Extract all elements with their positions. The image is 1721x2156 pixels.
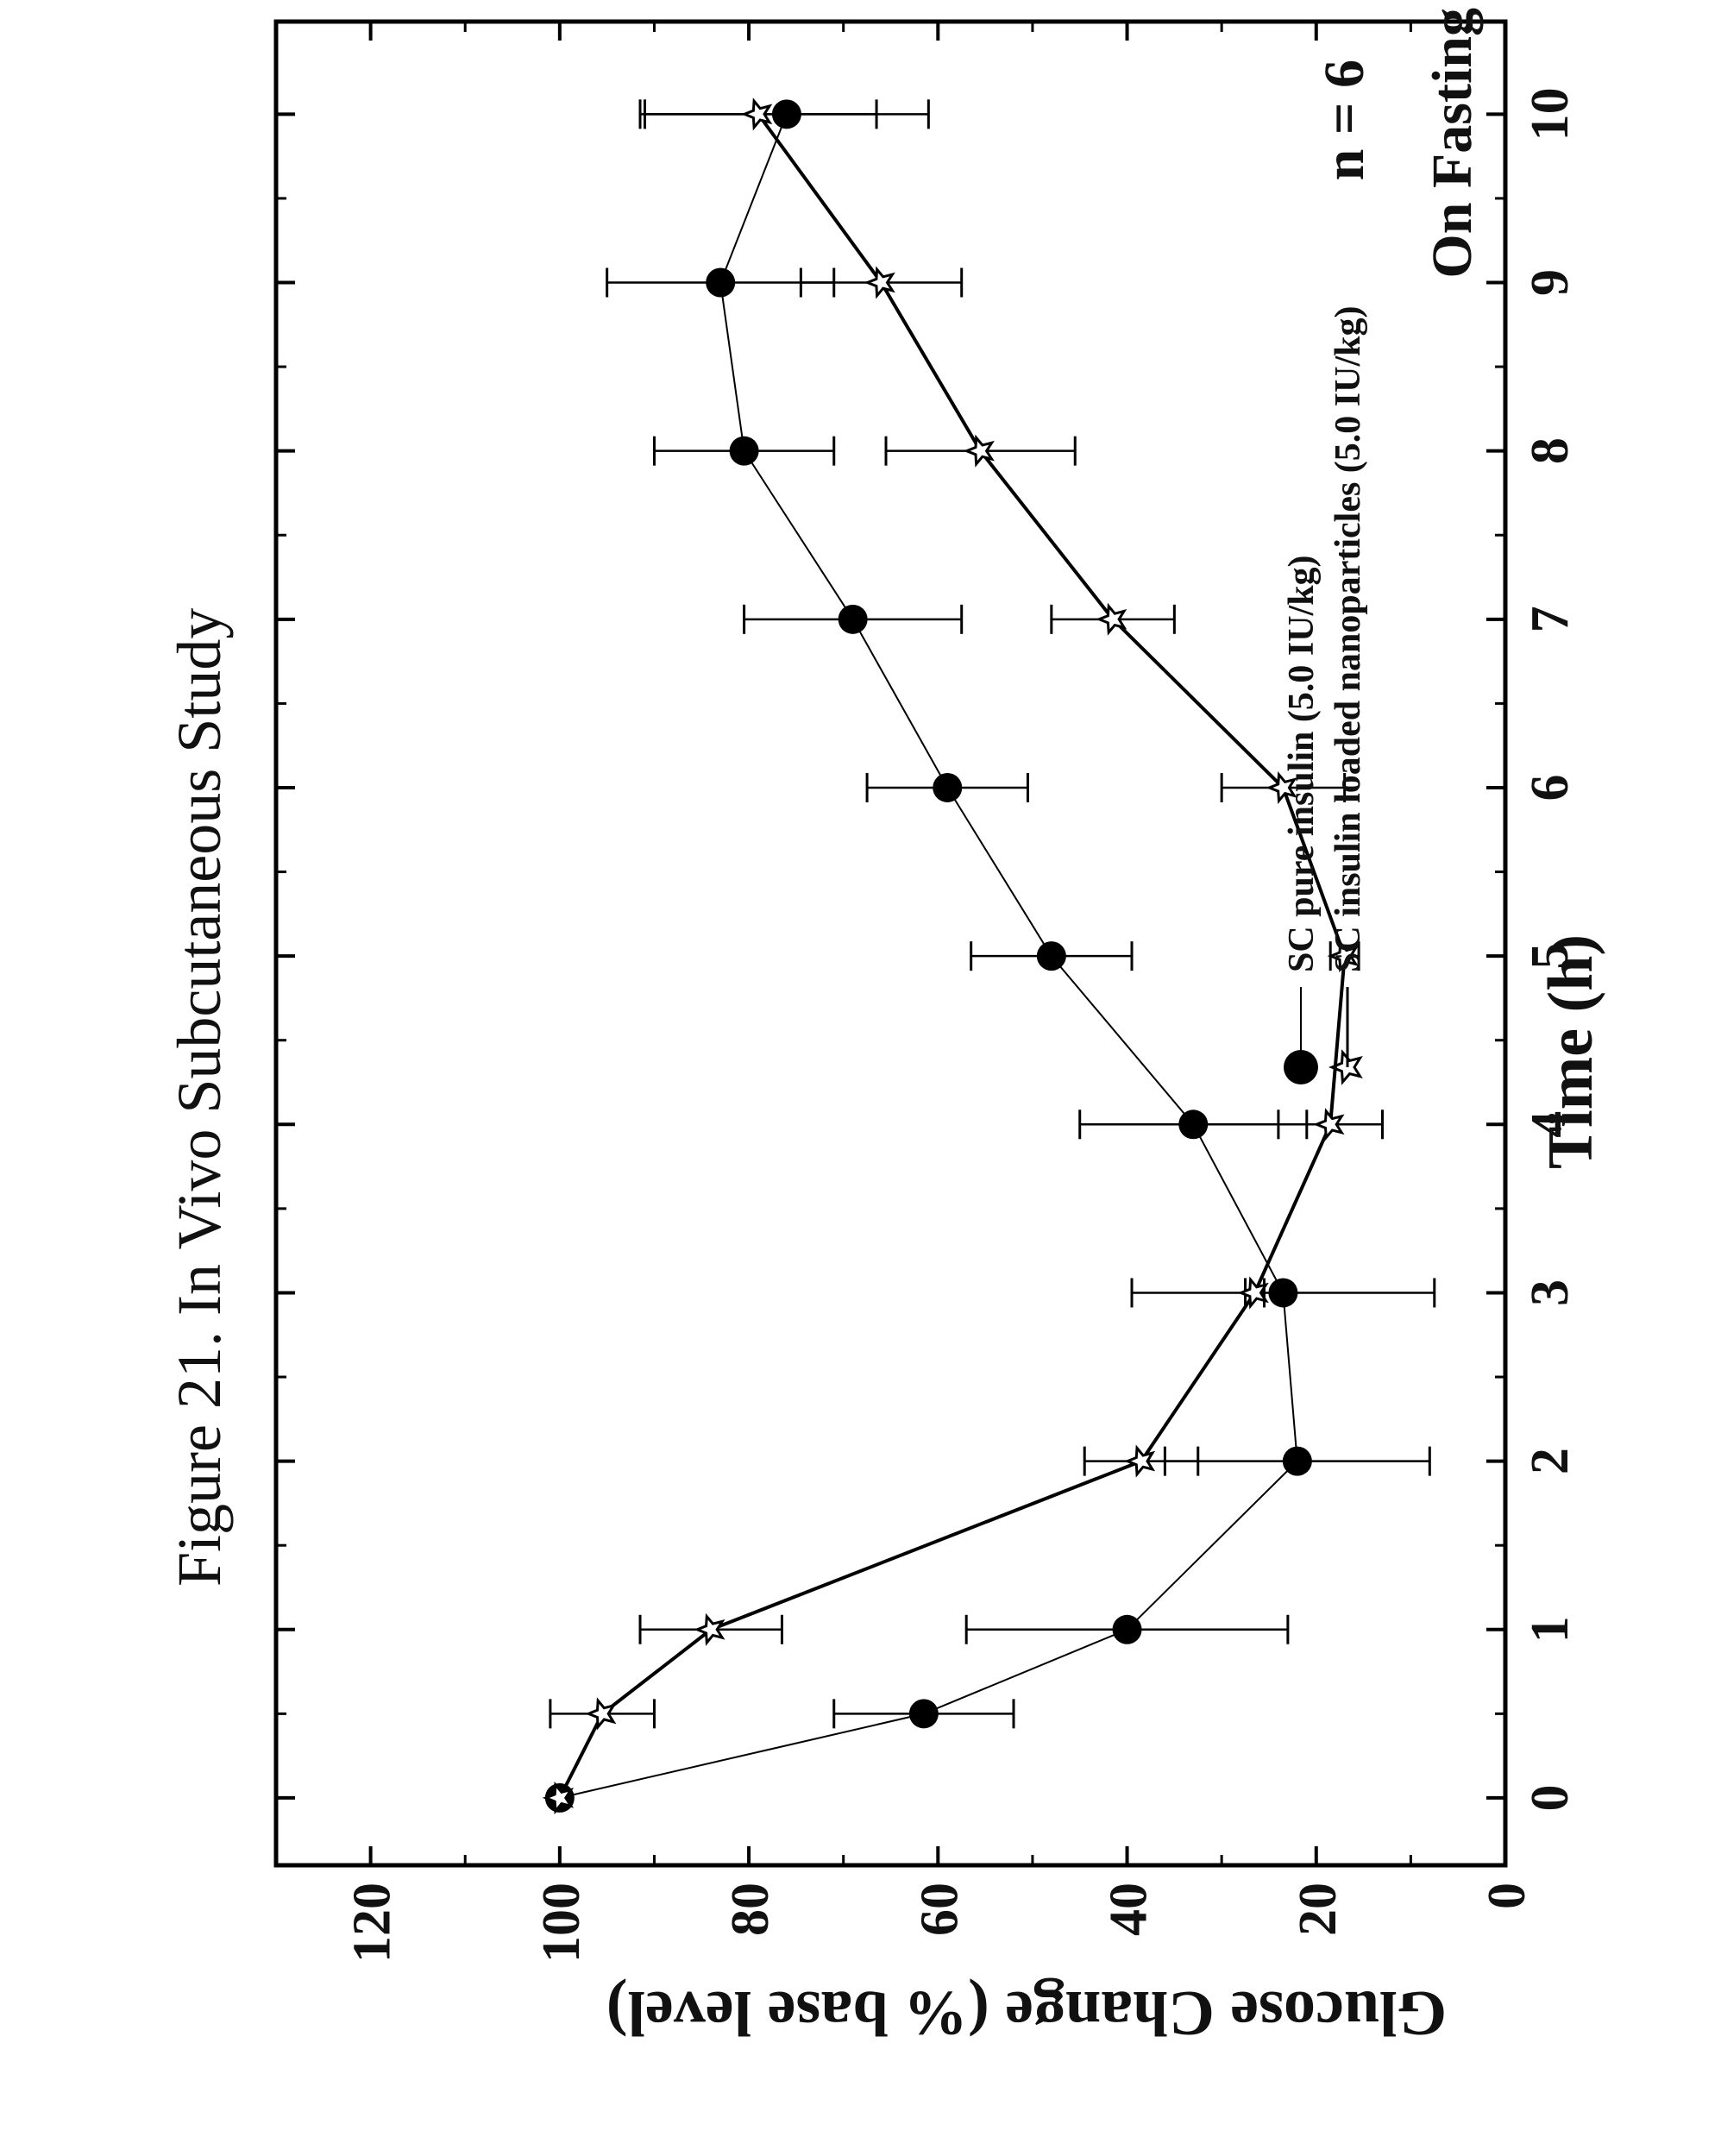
data-point-circle xyxy=(909,1699,939,1728)
legend-label-nanoparticles: SC insulin loaded nanoparticles (5.0 IU/… xyxy=(1328,306,1368,973)
rotated-figure: Figure 21. In Vivo Subcutaneous Study 0 1… xyxy=(0,0,1721,2156)
annotation-on-fasting: On Fasting xyxy=(1421,8,1484,279)
y-tick-label: 100 xyxy=(532,1883,591,1963)
series-line xyxy=(560,114,1345,1798)
data-point-circle xyxy=(1268,1278,1297,1307)
chart-svg: Figure 21. In Vivo Subcutaneous Study 0 1… xyxy=(0,0,1721,2156)
y-axis-title: Glucose Change (% base level) xyxy=(606,1977,1447,2048)
x-tick-label: 1 xyxy=(1521,1616,1580,1643)
series-nanoparticles xyxy=(546,99,1383,1811)
y-tick-label: 120 xyxy=(343,1883,402,1963)
axis-tick-labels: 012345678910020406080100120 xyxy=(343,87,1580,1963)
data-point-circle xyxy=(1113,1615,1142,1644)
y-tick-label: 20 xyxy=(1289,1883,1347,1936)
x-tick-label: 2 xyxy=(1521,1448,1580,1474)
y-tick-label: 80 xyxy=(721,1883,780,1936)
x-tick-label: 7 xyxy=(1521,606,1580,632)
data-point-circle xyxy=(1037,941,1066,971)
legend-marker-circle xyxy=(1284,1050,1318,1084)
data-point-circle xyxy=(730,437,759,466)
figure-caption: Figure 21. In Vivo Subcutaneous Study xyxy=(165,608,234,1587)
data-point-circle xyxy=(1178,1109,1208,1139)
x-axis-title: Time (h) xyxy=(1536,934,1606,1169)
x-tick-label: 6 xyxy=(1521,774,1580,801)
x-tick-label: 3 xyxy=(1521,1279,1580,1306)
data-point-circle xyxy=(933,773,962,802)
legend-label-pure-insulin: SC pure insulin (5.0 IU/kg) xyxy=(1282,555,1322,972)
data-point-circle xyxy=(839,605,868,634)
x-tick-label: 10 xyxy=(1521,87,1580,141)
x-tick-label: 8 xyxy=(1521,437,1580,464)
data-point-star xyxy=(588,1700,613,1727)
x-tick-label: 9 xyxy=(1521,269,1580,296)
annotation-sample-size: n = 6 xyxy=(1313,60,1376,180)
y-tick-label: 0 xyxy=(1478,1883,1536,1909)
data-point-circle xyxy=(706,267,735,297)
x-tick-label: 0 xyxy=(1521,1784,1580,1811)
y-tick-label: 40 xyxy=(1100,1883,1159,1936)
legend: SC pure insulin (5.0 IU/kg) SC insulin l… xyxy=(1282,306,1368,1085)
y-tick-label: 60 xyxy=(910,1883,969,1936)
data-point-star xyxy=(868,269,893,295)
data-point-star xyxy=(1316,1111,1341,1137)
data-point-circle xyxy=(1283,1447,1312,1476)
